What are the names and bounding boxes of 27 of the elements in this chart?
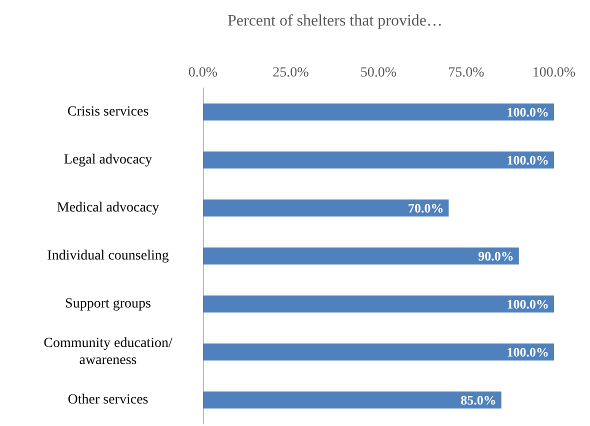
bar bbox=[203, 392, 502, 408]
data-label: 90.0% bbox=[478, 248, 514, 264]
bar bbox=[203, 296, 554, 312]
bar bbox=[203, 248, 519, 264]
y-tick-label: Community education/awareness bbox=[44, 336, 172, 368]
y-tick-label: Legal advocacy bbox=[64, 152, 152, 168]
bar bbox=[203, 344, 554, 360]
bar bbox=[203, 104, 554, 120]
x-tick-label: 0.0% bbox=[188, 66, 218, 80]
data-label: 100.0% bbox=[506, 104, 549, 120]
data-label: 70.0% bbox=[408, 200, 444, 216]
x-tick-label: 100.0% bbox=[532, 66, 576, 80]
data-label: 100.0% bbox=[506, 344, 549, 360]
y-tick-label: Medical advocacy bbox=[56, 200, 160, 216]
bar bbox=[203, 152, 554, 168]
y-tick-label: Individual counseling bbox=[47, 248, 169, 264]
data-label: 100.0% bbox=[506, 152, 549, 168]
data-label: 100.0% bbox=[506, 296, 549, 312]
y-tick-label: Crisis services bbox=[67, 104, 149, 120]
y-tick-label: Other services bbox=[68, 392, 148, 408]
data-label: 85.0% bbox=[460, 392, 496, 408]
x-tick-label: 25.0% bbox=[272, 66, 310, 80]
x-tick-label: 50.0% bbox=[360, 66, 397, 80]
x-tick-label: 75.0% bbox=[448, 66, 485, 80]
chart-title: Percent of shelters that provide… bbox=[227, 12, 443, 30]
bar bbox=[203, 200, 449, 216]
y-tick-label: Support groups bbox=[65, 296, 151, 312]
